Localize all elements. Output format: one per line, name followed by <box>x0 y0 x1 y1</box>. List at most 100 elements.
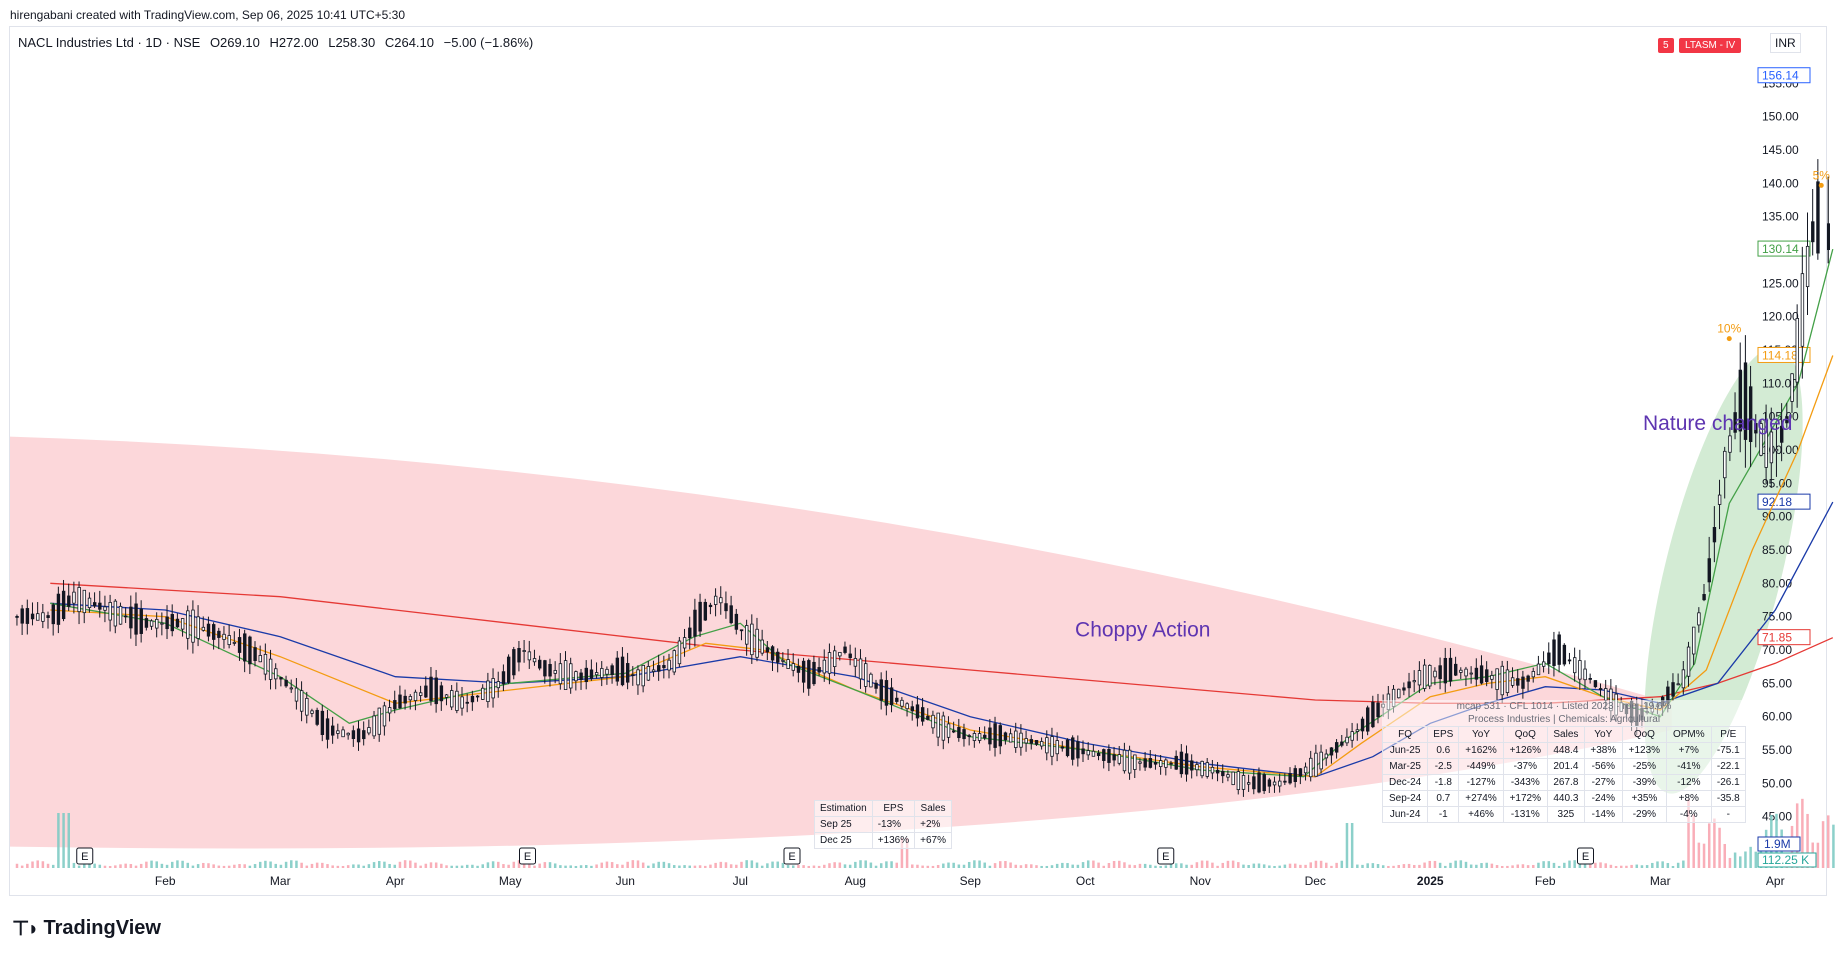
percent-mark: 5% <box>1813 168 1831 182</box>
volume-bar <box>1071 864 1074 868</box>
candle-body <box>1262 774 1266 792</box>
candle-body <box>1774 448 1779 452</box>
candle-body <box>331 725 335 736</box>
candle-body <box>470 695 475 703</box>
volume-bar <box>1557 865 1561 868</box>
candle-body <box>1707 558 1711 583</box>
candle-body <box>1827 223 1830 250</box>
volume-bar <box>1697 842 1701 868</box>
volume-bar <box>471 864 474 868</box>
volume-bar <box>1511 865 1514 868</box>
y-tick-label: 125.00 <box>1762 276 1799 290</box>
volume-bar <box>114 865 117 868</box>
volume-bar <box>672 865 676 868</box>
volume-bar <box>362 865 365 868</box>
candle-body <box>1257 772 1261 793</box>
candle-body <box>1065 739 1070 757</box>
volume-bar <box>72 862 76 868</box>
candle-body <box>1443 657 1448 684</box>
volume-bar <box>108 865 112 868</box>
candle-body <box>724 603 728 612</box>
candle-body <box>983 734 987 739</box>
volume-bar <box>724 862 728 868</box>
earnings-marker-box <box>519 847 536 865</box>
candle-body <box>1040 741 1044 747</box>
volume-bar <box>688 865 691 868</box>
volume-bar <box>533 865 536 868</box>
volume-bar <box>610 862 614 868</box>
candle-body <box>1376 702 1380 718</box>
volume-bar <box>367 864 371 868</box>
candle-body <box>858 658 863 680</box>
y-tick-label: 135.00 <box>1762 210 1799 224</box>
volume-bar <box>890 861 893 868</box>
volume-bar <box>46 863 50 868</box>
volume-bar <box>1614 865 1618 868</box>
candle-body <box>25 608 30 624</box>
candle-body <box>646 666 651 681</box>
fin-cell: +274% <box>1458 790 1504 807</box>
volume-bar <box>264 860 267 868</box>
currency-selector[interactable]: INR <box>1770 33 1801 53</box>
volume-bar <box>1330 865 1333 868</box>
volume-bar <box>760 865 764 868</box>
ma-value-box <box>1757 240 1811 257</box>
fin-cell: -14% <box>1583 806 1623 823</box>
candle-body <box>610 665 614 675</box>
candle-body <box>667 659 671 671</box>
symbol-name: NACL Industries Ltd · 1D · NSE <box>18 35 201 50</box>
alert-count-badge[interactable]: 5 <box>1658 38 1674 53</box>
fin-cell: 0.7 <box>1427 790 1460 807</box>
volume-bar <box>833 862 836 868</box>
candle-body <box>1474 667 1479 680</box>
volume-bar <box>1014 864 1018 868</box>
volume-bar <box>714 862 717 868</box>
financials-summary: mcap 531 · CFL 1014 · Listed 2023 · roe … <box>1456 701 1672 712</box>
volume-bar <box>947 862 950 868</box>
candle-body <box>1050 736 1054 757</box>
symbol-legend[interactable]: NACL Industries Ltd · 1D · NSE O269.10 H… <box>18 35 539 50</box>
volume-bar <box>393 864 397 868</box>
candle-body <box>1433 670 1437 678</box>
fin-cell: -2.5 <box>1427 758 1460 775</box>
candle-body <box>1360 718 1365 732</box>
candle-body <box>1138 761 1142 764</box>
volume-bar <box>1366 863 1369 868</box>
candle-body <box>952 730 956 733</box>
x-tick-label: Mar <box>1650 874 1671 888</box>
volume-bar <box>1237 862 1240 868</box>
candle-body <box>719 597 723 604</box>
volume-bar <box>828 863 831 868</box>
candle-body <box>1231 771 1235 786</box>
volume-bar <box>1661 861 1664 868</box>
volume-bar <box>854 861 857 868</box>
chart-frame[interactable] <box>9 26 1827 896</box>
tradingview-logo[interactable]: ⊤◗ TradingView <box>12 916 161 941</box>
candle-body <box>941 715 946 741</box>
volume-bar <box>548 862 552 868</box>
volume-bar <box>993 863 997 868</box>
x-tick-label: Feb <box>1535 874 1556 888</box>
candle-body <box>776 651 780 663</box>
asm-tag-badge[interactable]: LTASM - IV <box>1679 38 1742 53</box>
volume-bar <box>543 862 547 868</box>
candle-body <box>993 723 997 748</box>
volume-bar <box>905 838 909 868</box>
candle-body <box>589 669 594 679</box>
volume-bar <box>678 865 681 868</box>
fin-cell: -22.1 <box>1710 758 1747 775</box>
candle-body <box>41 612 45 622</box>
fin-cell: 440.3 <box>1546 790 1585 807</box>
price-label-box <box>1757 67 1811 84</box>
candle-body <box>72 591 76 604</box>
candle-body <box>289 687 294 690</box>
candle-body <box>186 610 190 639</box>
volume-bar <box>957 864 961 868</box>
volume-bar <box>1381 865 1385 868</box>
volume-bar <box>103 865 107 868</box>
fin-cell: -4% <box>1666 806 1712 823</box>
fin-cell: +126% <box>1502 742 1548 759</box>
volume-bar <box>1340 860 1344 868</box>
volume-bar <box>1200 860 1204 868</box>
